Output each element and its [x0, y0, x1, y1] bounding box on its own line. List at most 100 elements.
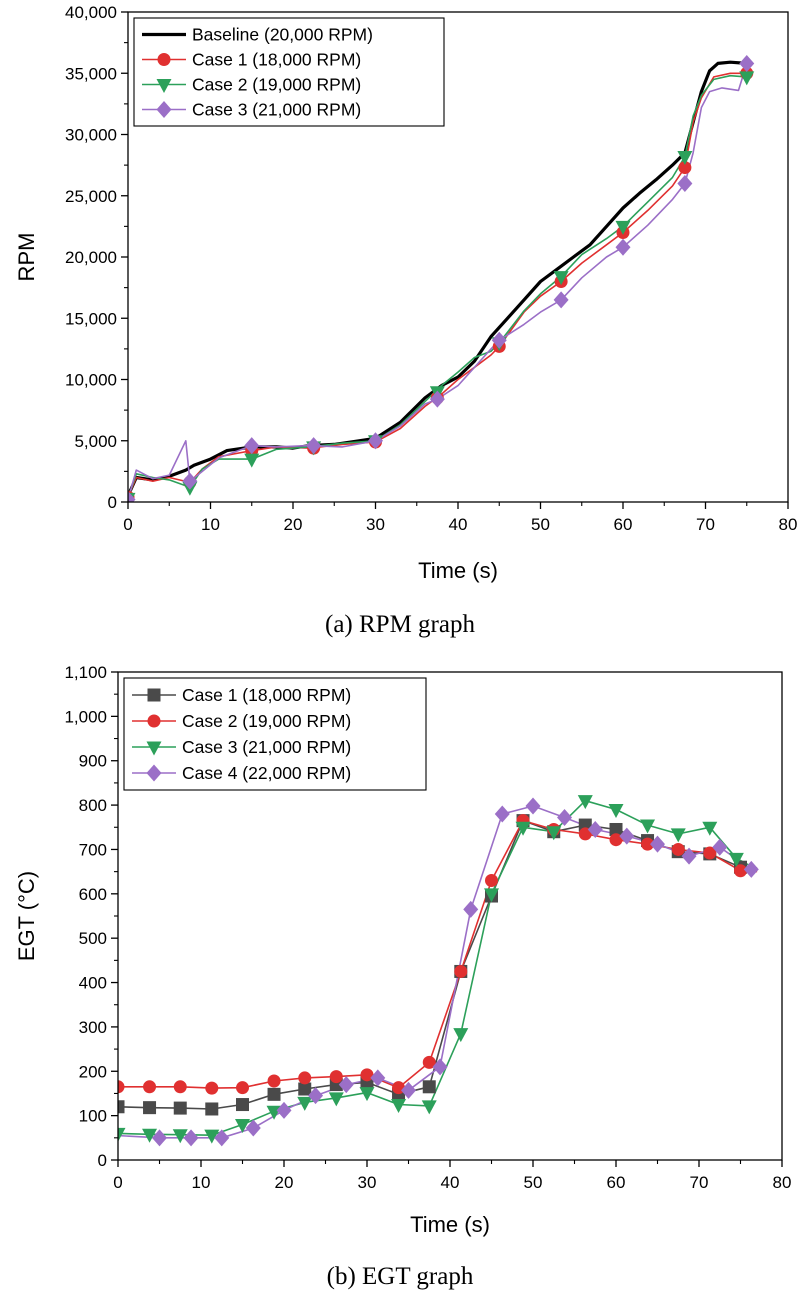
egt-point-case-4-22-000-rpm-2 — [214, 1129, 230, 1147]
rpm-point-case-2-19-000-rpm-2 — [244, 453, 260, 468]
egt-point-case-1-18-000-rpm-10 — [422, 1080, 436, 1094]
egt-x-tick-label-30: 30 — [358, 1173, 377, 1192]
egt-x-tick-label-20: 20 — [275, 1173, 294, 1192]
egt-legend-swatch-marker-2 — [146, 741, 162, 756]
egt-point-case-2-19-000-rpm-5 — [267, 1074, 281, 1088]
egt-point-case-1-18-000-rpm-1 — [143, 1101, 157, 1115]
egt-point-case-1-18-000-rpm-3 — [205, 1102, 219, 1116]
egt-series-line-case-2-19-000-rpm — [118, 819, 758, 1089]
rpm-x-axis-label: Time (s) — [418, 558, 498, 583]
egt-point-case-2-19-000-rpm-0 — [118, 1080, 125, 1094]
egt-x-axis-label: Time (s) — [410, 1212, 490, 1237]
egt-point-case-4-22-000-rpm-11 — [494, 805, 510, 823]
egt-point-case-3-21-000-rpm-12 — [484, 888, 499, 903]
rpm-y-tick-label-25000: 25,000 — [65, 187, 117, 206]
rpm-point-case-3-21-000-rpm-0 — [128, 491, 136, 502]
egt-point-case-3-21-000-rpm-6 — [297, 1096, 313, 1111]
rpm-point-case-2-19-000-rpm-10 — [739, 71, 755, 86]
egt-point-case-3-21-000-rpm-16 — [608, 804, 624, 819]
egt-point-case-2-19-000-rpm-11 — [454, 964, 468, 978]
egt-point-case-2-19-000-rpm-18 — [671, 842, 685, 856]
egt-point-case-2-19-000-rpm-4 — [236, 1081, 249, 1095]
egt-x-tick-label-40: 40 — [441, 1173, 460, 1192]
egt-point-case-1-18-000-rpm-2 — [173, 1101, 187, 1115]
rpm-y-tick-label-5000: 5,000 — [74, 432, 117, 451]
egt-point-case-4-22-000-rpm-16 — [650, 835, 665, 853]
rpm-y-tick-label-15000: 15,000 — [65, 309, 117, 328]
egt-x-tick-label-70: 70 — [690, 1173, 709, 1192]
egt-point-case-2-19-000-rpm-10 — [422, 1055, 436, 1069]
egt-point-case-1-18-000-rpm-5 — [267, 1087, 281, 1101]
egt-point-case-3-21-000-rpm-11 — [453, 1028, 469, 1043]
egt-point-case-2-19-000-rpm-8 — [360, 1068, 374, 1082]
rpm-x-tick-label-60: 60 — [614, 515, 633, 534]
egt-point-case-4-22-000-rpm-4 — [276, 1101, 292, 1119]
rpm-point-case-2-19-000-rpm-9 — [677, 151, 693, 166]
egt-y-tick-label-800: 800 — [79, 796, 107, 815]
rpm-legend-swatch-marker-1 — [157, 53, 171, 66]
rpm-x-tick-label-50: 50 — [531, 515, 550, 534]
egt-chart-caption: (b) EGT graph — [327, 1263, 474, 1290]
rpm-x-tick-label-0: 0 — [123, 515, 132, 534]
egt-point-case-2-19-000-rpm-7 — [329, 1070, 343, 1084]
egt-point-case-4-22-000-rpm-7 — [370, 1069, 386, 1087]
egt-point-case-3-21-000-rpm-3 — [204, 1129, 220, 1144]
egt-point-case-3-21-000-rpm-20 — [728, 852, 744, 867]
rpm-series-line-case-3-21-000-rpm — [128, 63, 748, 500]
rpm-point-case-3-21-000-rpm-5 — [429, 390, 445, 408]
egt-point-case-1-18-000-rpm-16 — [609, 822, 623, 836]
egt-point-case-3-21-000-rpm-13 — [515, 821, 531, 836]
egt-point-case-1-18-000-rpm-4 — [236, 1098, 249, 1112]
rpm-legend-label-3: Case 3 (21,000 RPM) — [192, 100, 361, 120]
egt-legend-label-1: Case 2 (19,000 RPM) — [182, 711, 351, 731]
egt-point-case-3-21-000-rpm-15 — [577, 795, 593, 810]
rpm-x-tick-label-10: 10 — [201, 515, 220, 534]
egt-point-case-4-22-000-rpm-12 — [525, 797, 541, 815]
rpm-point-case-3-21-000-rpm-6 — [491, 331, 507, 349]
egt-y-tick-label-0: 0 — [98, 1151, 107, 1170]
egt-point-case-2-19-000-rpm-2 — [173, 1080, 187, 1094]
egt-point-case-4-22-000-rpm-14 — [587, 820, 603, 838]
egt-point-case-3-21-000-rpm-19 — [702, 821, 718, 836]
egt-legend-label-2: Case 3 (21,000 RPM) — [182, 737, 351, 757]
egt-x-tick-label-80: 80 — [773, 1173, 792, 1192]
egt-point-case-1-18-000-rpm-6 — [298, 1082, 312, 1096]
egt-point-case-2-19-000-rpm-3 — [205, 1081, 219, 1095]
rpm-legend-label-1: Case 1 (18,000 RPM) — [192, 50, 361, 70]
egt-point-case-4-22-000-rpm-13 — [557, 809, 573, 827]
rpm-legend-label-0: Baseline (20,000 RPM) — [192, 25, 373, 45]
rpm-y-tick-label-0: 0 — [108, 493, 117, 512]
egt-point-case-4-22-000-rpm-18 — [712, 838, 728, 856]
egt-legend-swatch-marker-1 — [147, 714, 161, 728]
rpm-legend-swatch-marker-3 — [156, 101, 172, 118]
rpm-legend-swatch-marker-2 — [156, 79, 172, 93]
egt-point-case-4-22-000-rpm-0 — [152, 1129, 167, 1147]
rpm-x-tick-label-80: 80 — [779, 515, 798, 534]
egt-legend-swatch-marker-3 — [146, 764, 162, 782]
rpm-point-case-3-21-000-rpm-7 — [553, 291, 569, 309]
egt-y-tick-label-700: 700 — [79, 840, 107, 859]
egt-point-case-1-18-000-rpm-0 — [118, 1100, 125, 1114]
egt-x-tick-label-10: 10 — [192, 1173, 211, 1192]
egt-series-line-case-3-21-000-rpm — [118, 799, 758, 1136]
rpm-y-tick-label-40000: 40,000 — [65, 3, 117, 22]
egt-point-case-2-19-000-rpm-20 — [734, 864, 747, 878]
rpm-point-case-3-21-000-rpm-10 — [739, 54, 755, 72]
egt-y-tick-label-1100: 1,100 — [64, 663, 107, 682]
egt-legend-swatch-marker-0 — [147, 688, 161, 702]
egt-point-case-2-19-000-rpm-12 — [485, 874, 498, 888]
egt-point-case-4-22-000-rpm-15 — [619, 827, 635, 845]
egt-point-case-3-21-000-rpm-18 — [670, 828, 686, 843]
egt-y-tick-label-600: 600 — [79, 885, 107, 904]
rpm-x-tick-label-40: 40 — [449, 515, 468, 534]
rpm-y-tick-label-35000: 35,000 — [65, 64, 117, 83]
rpm-legend-label-2: Case 2 (19,000 RPM) — [192, 75, 361, 95]
rpm-y-tick-label-10000: 10,000 — [65, 371, 117, 390]
egt-point-case-3-21-000-rpm-8 — [359, 1087, 375, 1102]
rpm-series-line-case-1-18-000-rpm — [128, 72, 747, 498]
rpm-y-axis-label: RPM — [14, 233, 39, 282]
rpm-point-case-3-21-000-rpm-3 — [306, 437, 322, 455]
egt-point-case-3-21-000-rpm-10 — [421, 1100, 437, 1115]
egt-y-tick-label-100: 100 — [79, 1107, 107, 1126]
